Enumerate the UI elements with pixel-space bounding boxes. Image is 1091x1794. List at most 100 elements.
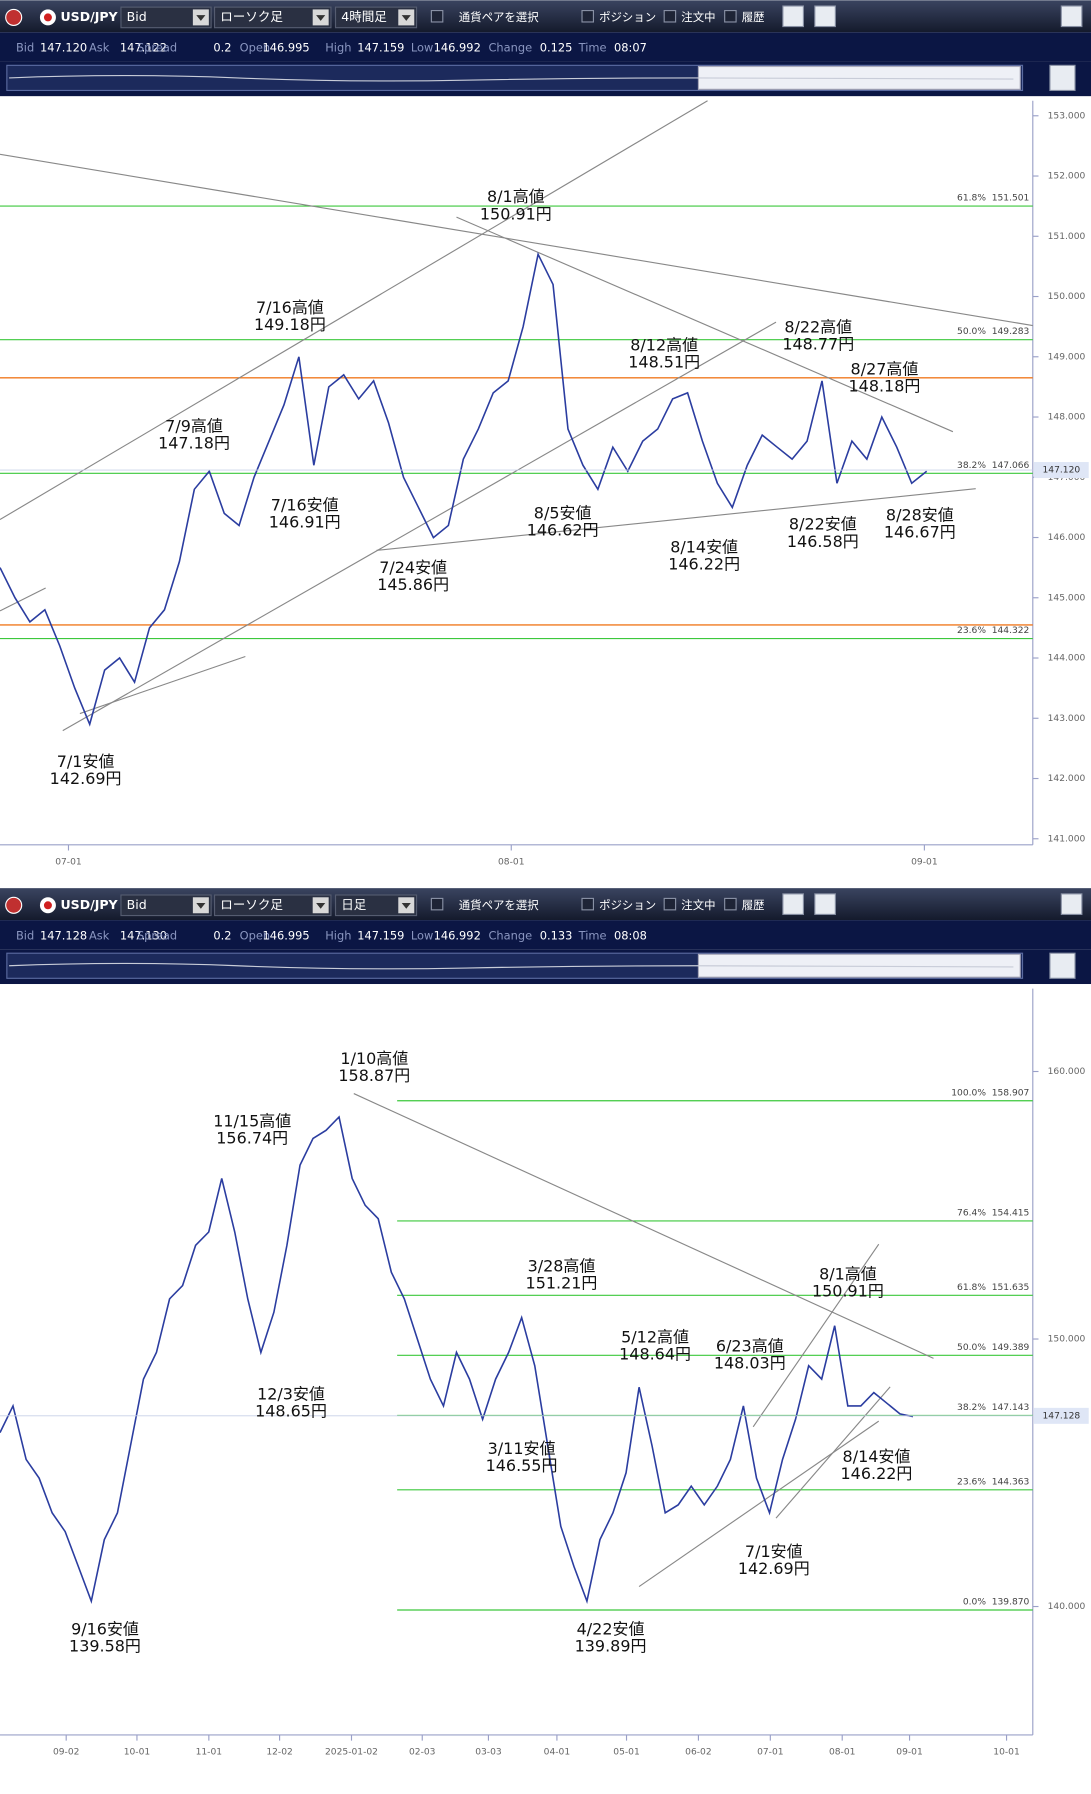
dropdown-text: 4時間足 [341,9,387,24]
checkbox-label: 注文中 [681,10,715,24]
y-tick-label: 146.000 [1048,533,1086,543]
y-tick-label: 153.000 [1048,111,1086,121]
zoom-icon[interactable] [1049,952,1076,979]
info-value: 08:07 [614,41,647,55]
x-tick-label: 12-02 [266,1748,292,1758]
annotation-title: 8/22安値 [789,515,857,534]
tool-icon[interactable] [814,893,836,915]
dropdown[interactable] [334,6,418,29]
checkbox[interactable] [581,897,595,911]
info-value: 147.128 [40,929,87,943]
annotation-title: 3/11安値 [488,1439,556,1458]
info-label: Low [411,41,433,55]
x-tick-label: 08-01 [829,1748,855,1758]
info-label: Change [488,41,532,55]
checkbox[interactable] [430,9,444,23]
tool-icon[interactable] [782,5,804,28]
trend-line [752,1243,880,1428]
annotation-title: 8/27高値 [851,360,919,379]
checkbox[interactable] [430,897,444,911]
dropdown[interactable] [213,894,332,917]
info-label: High [325,929,351,943]
info-value: 147.120 [40,41,87,55]
dropdown-caret [196,902,206,909]
annotation-price: 151.21円 [526,1274,598,1293]
annotation-price: 148.65円 [255,1401,327,1420]
info-value: 147.130 [120,929,167,943]
annotation-title: 3/28高値 [528,1257,596,1276]
fib-pct: 23.6% [957,626,986,636]
trend-line [775,1386,891,1519]
x-tick-label: 02-03 [409,1748,436,1758]
trend-line [353,1093,934,1359]
x-tick-label: 09-02 [53,1748,79,1758]
annotation-price: 148.77円 [782,334,854,353]
annotation-price: 146.91円 [269,512,341,531]
annotation-title: 8/14安値 [670,538,738,557]
checkbox[interactable] [724,9,737,23]
info-value: 146.992 [434,929,481,943]
dropdown[interactable] [120,6,212,29]
fib-pct: 38.2% [957,461,986,471]
checkbox-label: ポジション [599,10,656,24]
fib-pct: 23.6% [957,1477,986,1487]
checkbox-label: 通貨ペアを選択 [459,10,539,24]
fib-pct: 61.8% [957,1283,986,1293]
annotation-title: 8/28安値 [886,506,954,525]
annotation-price: 158.87円 [338,1066,410,1085]
annotation-title: 8/1高値 [487,187,545,206]
tool-icon[interactable] [1060,5,1083,28]
annotation-price: 150.91円 [480,204,552,223]
info-label: Spread [137,41,177,55]
info-label: Low [411,929,433,943]
info-label: Open [240,41,270,55]
info-value: 147.159 [357,929,404,943]
annotation-price: 156.74円 [216,1129,288,1148]
annotation-price: 146.22円 [668,555,740,574]
fib-pct: 100.0% [951,1088,986,1098]
x-tick-label: 09-01 [911,857,937,867]
annotation-price: 150.91円 [812,1282,884,1301]
dropdown[interactable] [334,894,418,917]
annotation-title: 1/10高値 [340,1049,408,1068]
annotation-title: 12/3安値 [257,1384,325,1403]
zoom-icon[interactable] [1049,64,1076,92]
annotation-title: 8/1高値 [819,1265,877,1284]
x-tick-label: 07-01 [757,1748,783,1758]
x-tick-label: 04-01 [544,1748,570,1758]
dropdown[interactable] [213,6,332,29]
dropdown-text: ローソク足 [220,897,283,912]
info-bar [0,920,1091,950]
scroller-preview [9,962,1014,970]
fib-pct: 76.4% [957,1208,986,1218]
dropdown[interactable] [120,894,212,917]
annotation-title: 7/24安値 [379,558,447,577]
x-tick-label: 2025-01-02 [325,1748,378,1758]
checkbox[interactable] [663,897,677,911]
annotation-price: 139.58円 [69,1637,141,1656]
tool-icon[interactable] [814,5,836,28]
info-label: High [325,41,351,55]
fib-pct: 61.8% [957,194,986,204]
annotation-price: 142.69円 [50,769,122,788]
flag-us [5,8,23,26]
checkbox[interactable] [724,897,737,911]
x-tick-label: 11-01 [196,1748,222,1758]
tool-icon[interactable] [1060,893,1083,915]
flag-jp-dot [43,901,52,910]
checkbox[interactable] [663,9,677,23]
info-value: 08:08 [614,929,647,943]
trend-line [0,153,1033,327]
x-tick-label: 03-03 [475,1748,502,1758]
annotation-title: 7/16安値 [271,495,339,514]
current-price-label: 147.120 [1042,466,1080,476]
fib-value: 139.870 [992,1598,1030,1608]
checkbox[interactable] [581,9,595,23]
fib-value: 149.283 [992,327,1030,337]
checkbox-label: 履歴 [742,10,765,24]
annotation-price: 149.18円 [254,315,326,334]
tool-icon[interactable] [782,893,804,915]
y-tick-label: 150.000 [1048,1335,1086,1345]
annotation-title: 6/23高値 [716,1336,784,1355]
